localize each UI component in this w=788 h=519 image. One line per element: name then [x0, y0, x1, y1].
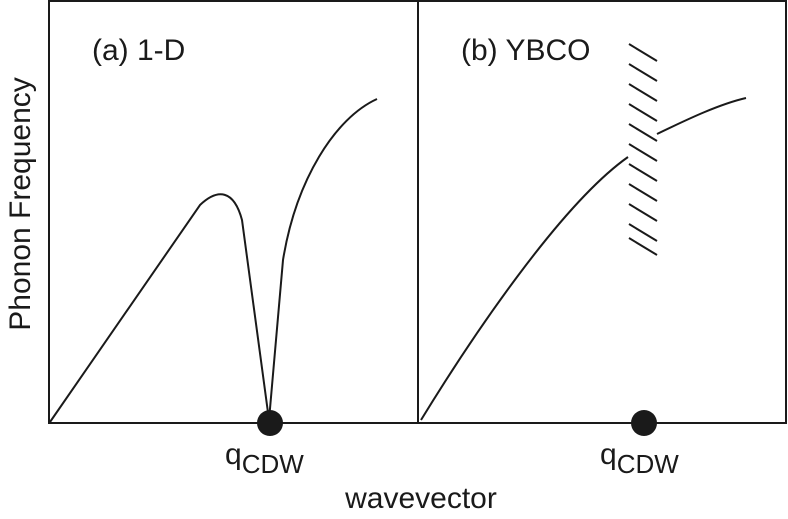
y-axis-label: Phonon Frequency [4, 77, 37, 331]
panel-a-qcdw-marker [257, 410, 283, 436]
x-axis-label: wavevector [344, 482, 497, 515]
panel-b-dispersion-curve-left [420, 156, 629, 421]
panel-a-qcdw-q: q [225, 438, 242, 471]
panel-b-hatch-region [628, 43, 658, 256]
panel-b-qcdw-label: qCDW [600, 438, 679, 479]
panel-b-qcdw-q: q [600, 438, 617, 471]
panel-a-dispersion-curve [49, 98, 378, 423]
panel-a-label: (a) 1-D [92, 34, 185, 67]
panel-b-label: (b) YBCO [461, 34, 590, 67]
panel-b-qcdw-marker [631, 410, 657, 436]
panel-b-qcdw-subscript: CDW [617, 449, 680, 479]
panel-a-qcdw-label: qCDW [225, 438, 304, 479]
panel-b-dispersion-curve-right [656, 97, 747, 135]
panel-a-qcdw-subscript: CDW [242, 449, 305, 479]
panel-b-frame [417, 0, 787, 424]
